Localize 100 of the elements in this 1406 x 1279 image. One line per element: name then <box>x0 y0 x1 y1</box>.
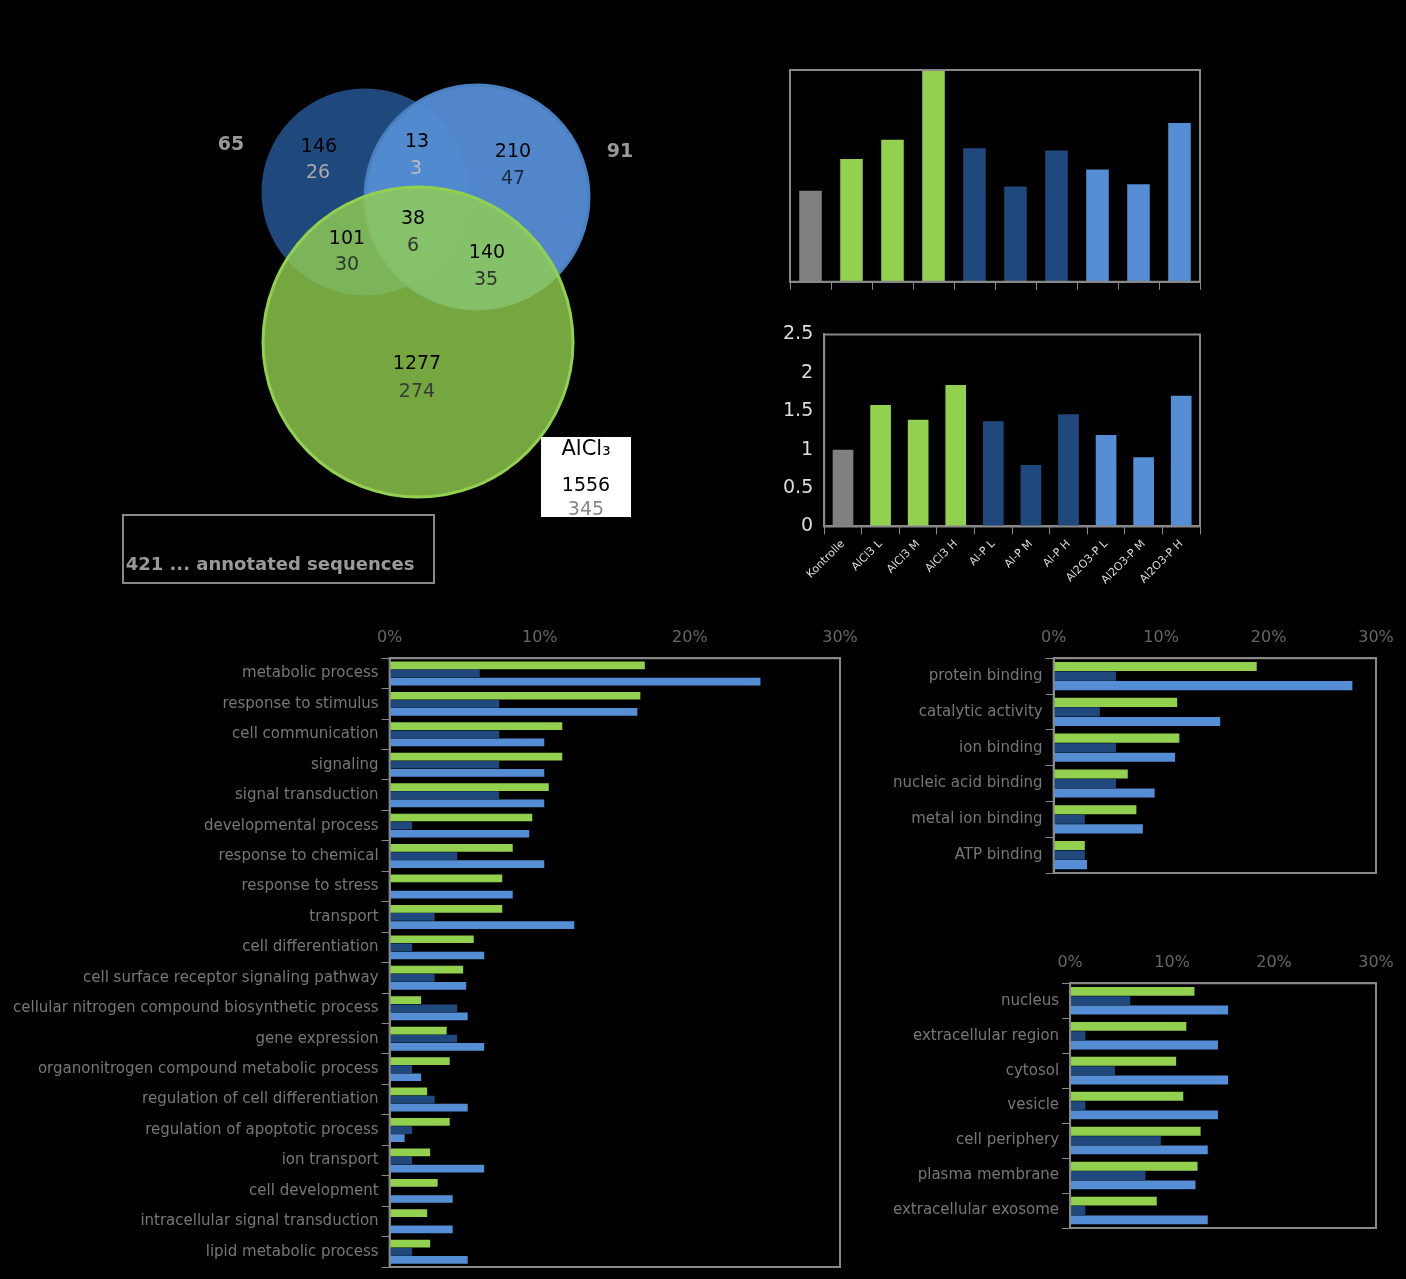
text: 146 <box>300 134 338 156</box>
y-tick-label: nucleic acid binding <box>892 773 1043 792</box>
bar <box>389 1065 413 1073</box>
bar <box>389 860 545 869</box>
y-tick-label: vesicle <box>1007 1095 1060 1114</box>
bar <box>1053 788 1155 798</box>
bar <box>1127 184 1150 282</box>
bar <box>1053 733 1180 743</box>
y-tick-label: cell periphery <box>956 1130 1060 1149</box>
bar <box>389 1209 428 1218</box>
bar <box>1053 681 1353 691</box>
bar <box>1053 860 1087 870</box>
bar <box>1053 778 1116 789</box>
bar <box>389 904 503 913</box>
bar <box>389 738 545 747</box>
bar <box>389 791 500 800</box>
bar <box>1053 752 1176 762</box>
text: 6 <box>406 233 420 255</box>
bar <box>1053 697 1178 707</box>
y-tick-label: response to stimulus <box>222 693 379 712</box>
text: 274 <box>398 379 436 401</box>
bar <box>389 1247 413 1256</box>
y-tick-label: signaling <box>311 754 379 773</box>
x-tick-label: 20% <box>672 626 708 646</box>
bar <box>389 1126 413 1134</box>
y-tick-label: cellular nitrogen compound biosynthetic process <box>12 998 379 1017</box>
x-tick-label: 10% <box>521 626 558 646</box>
x-tick-label: 30% <box>1358 626 1394 646</box>
bar <box>389 760 500 769</box>
bar <box>1053 814 1085 824</box>
y-tick-label: cell development <box>249 1180 379 1199</box>
y-tick-label: intracellular signal transduction <box>140 1211 379 1230</box>
bar <box>1053 841 1085 851</box>
bar <box>1058 414 1079 527</box>
bar <box>389 799 545 808</box>
text: 91 <box>606 139 634 161</box>
bar <box>1053 824 1143 834</box>
text: 26 <box>305 160 331 182</box>
bar <box>389 1034 458 1043</box>
bar <box>389 708 638 716</box>
bar <box>881 139 904 282</box>
text: 345 <box>567 497 605 519</box>
bar <box>1070 1180 1196 1190</box>
bar <box>1020 465 1042 527</box>
y-tick-label: cell surface receptor signaling pathway <box>83 967 379 986</box>
bar <box>1070 1091 1184 1101</box>
bar <box>1070 1196 1157 1206</box>
y-tick-label: extracellular exosome <box>892 1200 1060 1219</box>
text: 38 <box>400 206 426 228</box>
y-tick-label: plasma membrane <box>917 1165 1060 1184</box>
bar <box>1095 435 1117 527</box>
text: 13 <box>404 129 430 151</box>
bar <box>389 1073 422 1082</box>
bar <box>389 973 435 982</box>
bar <box>389 1134 405 1142</box>
text: 101 <box>328 226 366 248</box>
bar <box>389 829 530 838</box>
y-tick-label: organonitrogen compound metabolic process <box>37 1059 379 1078</box>
text: 30 <box>334 252 360 274</box>
bar <box>389 965 464 974</box>
bar <box>389 1256 468 1264</box>
y-tick-label: ion binding <box>959 737 1043 756</box>
bar <box>389 935 474 944</box>
bar <box>389 752 563 761</box>
bar <box>1045 150 1068 282</box>
bar <box>389 1148 431 1157</box>
bar <box>1086 169 1109 282</box>
bar <box>389 730 500 739</box>
y-tick-label: response to chemical <box>218 845 379 864</box>
y-tick-label: 1.5 <box>783 398 814 421</box>
bar <box>840 158 863 282</box>
bar <box>1070 1126 1201 1136</box>
bar <box>389 813 533 822</box>
bar <box>389 1239 431 1248</box>
bar <box>389 769 545 777</box>
y-tick-label: 0 <box>801 513 814 536</box>
y-tick-label: signal transduction <box>234 785 379 804</box>
y-tick-label: lipid metabolic process <box>205 1241 379 1260</box>
bar <box>389 1012 468 1021</box>
bar <box>1070 996 1131 1006</box>
bar <box>389 677 761 686</box>
y-tick-label: ATP binding <box>954 844 1043 863</box>
bar <box>389 874 503 883</box>
bar <box>389 844 513 852</box>
y-tick-label: regulation of apoptotic process <box>145 1119 379 1138</box>
bar <box>1053 671 1116 681</box>
y-tick-label: catalytic activity <box>918 701 1043 720</box>
bar <box>1053 769 1128 779</box>
bar <box>389 982 467 990</box>
y-tick-label: extracellular region <box>912 1025 1060 1044</box>
bar <box>389 913 435 921</box>
bar <box>1004 186 1027 282</box>
x-tick-label: 30% <box>1358 951 1394 971</box>
y-tick-label: gene expression <box>255 1028 379 1047</box>
bar <box>389 1042 485 1051</box>
x-tick-label: 20% <box>1250 626 1287 646</box>
bar <box>922 70 945 282</box>
y-tick-label: 0.5 <box>783 475 814 497</box>
bar <box>389 1195 453 1203</box>
x-tick-label: 0% <box>1057 951 1083 971</box>
